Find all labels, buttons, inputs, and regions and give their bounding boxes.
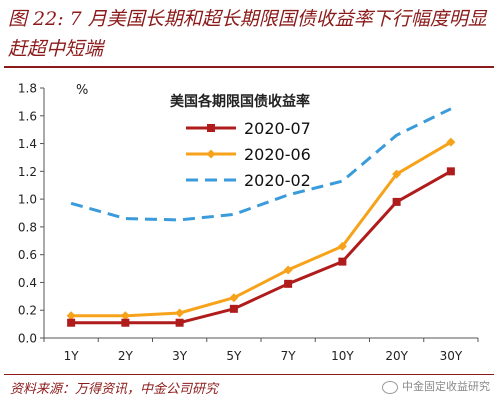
x-tick-label: 20Y (385, 349, 408, 363)
chart-title: 美国各期限国债收益率 (170, 93, 310, 110)
data-point (67, 318, 76, 327)
legend-marker (206, 149, 216, 159)
x-ticks: 1Y 2Y 3Y 5Y 7Y 10Y 20Y 30Y (43, 338, 479, 363)
y-tick-label: 1.6 (18, 109, 37, 123)
data-point (284, 279, 293, 288)
x-tick-label: 2Y (118, 349, 134, 363)
data-point (175, 318, 184, 327)
y-tick-label: 0.6 (18, 248, 37, 262)
source-note: 资料来源：万得资讯，中金公司研究 (10, 382, 219, 397)
x-tick-label: 10Y (331, 349, 354, 363)
data-point (229, 293, 239, 303)
title-rule (4, 66, 494, 68)
data-point (446, 167, 455, 176)
legend-label: 2020-07 (244, 119, 311, 138)
data-point (120, 311, 130, 321)
legend: 2020-07 2020-06 2020-02 (186, 119, 311, 190)
x-tick-label: 7Y (281, 349, 297, 363)
y-tick-label: 0.0 (18, 332, 37, 346)
data-point (338, 257, 347, 266)
data-point (121, 318, 130, 327)
data-point (392, 169, 402, 179)
x-tick-label: 30Y (440, 349, 463, 363)
y-ticks: 0.0 0.2 0.4 0.6 0.8 1.0 1.2 1.4 1.6 1.8 (18, 82, 44, 346)
y-axis-unit: % (76, 83, 88, 98)
y-tick-label: 0.4 (18, 276, 37, 290)
data-point (66, 311, 76, 321)
x-tick-label: 3Y (172, 349, 188, 363)
y-tick-label: 0.2 (18, 304, 37, 318)
watermark: 中金固定收益研究 (382, 378, 490, 394)
figure-title: 图 22: 7 月美国长期和超长期限国债收益率下行幅度明显赶超中短端 (8, 8, 487, 60)
data-point (283, 265, 293, 275)
legend-label: 2020-02 (244, 171, 311, 190)
series-lines (66, 107, 456, 327)
watermark-text: 中金固定收益研究 (402, 380, 490, 393)
y-tick-label: 1.8 (18, 82, 37, 96)
y-tick-label: 1.2 (18, 165, 37, 179)
x-tick-label: 1Y (64, 349, 80, 363)
data-point (337, 241, 347, 251)
y-tick-label: 1.4 (18, 137, 37, 151)
data-point (392, 197, 401, 206)
data-point (229, 304, 238, 313)
wechat-icon (382, 380, 398, 394)
series-line-2020-06 (71, 140, 452, 318)
y-tick-label: 1.0 (18, 193, 37, 207)
series-line-2020-02 (70, 107, 452, 222)
x-tick-label: 5Y (226, 349, 242, 363)
data-point (446, 137, 456, 147)
y-tick-label: 0.8 (18, 220, 37, 234)
source-rule (4, 374, 494, 375)
legend-marker (207, 124, 215, 132)
data-point (175, 308, 185, 318)
legend-label: 2020-06 (244, 145, 311, 164)
series-line-2020-07 (71, 169, 452, 325)
